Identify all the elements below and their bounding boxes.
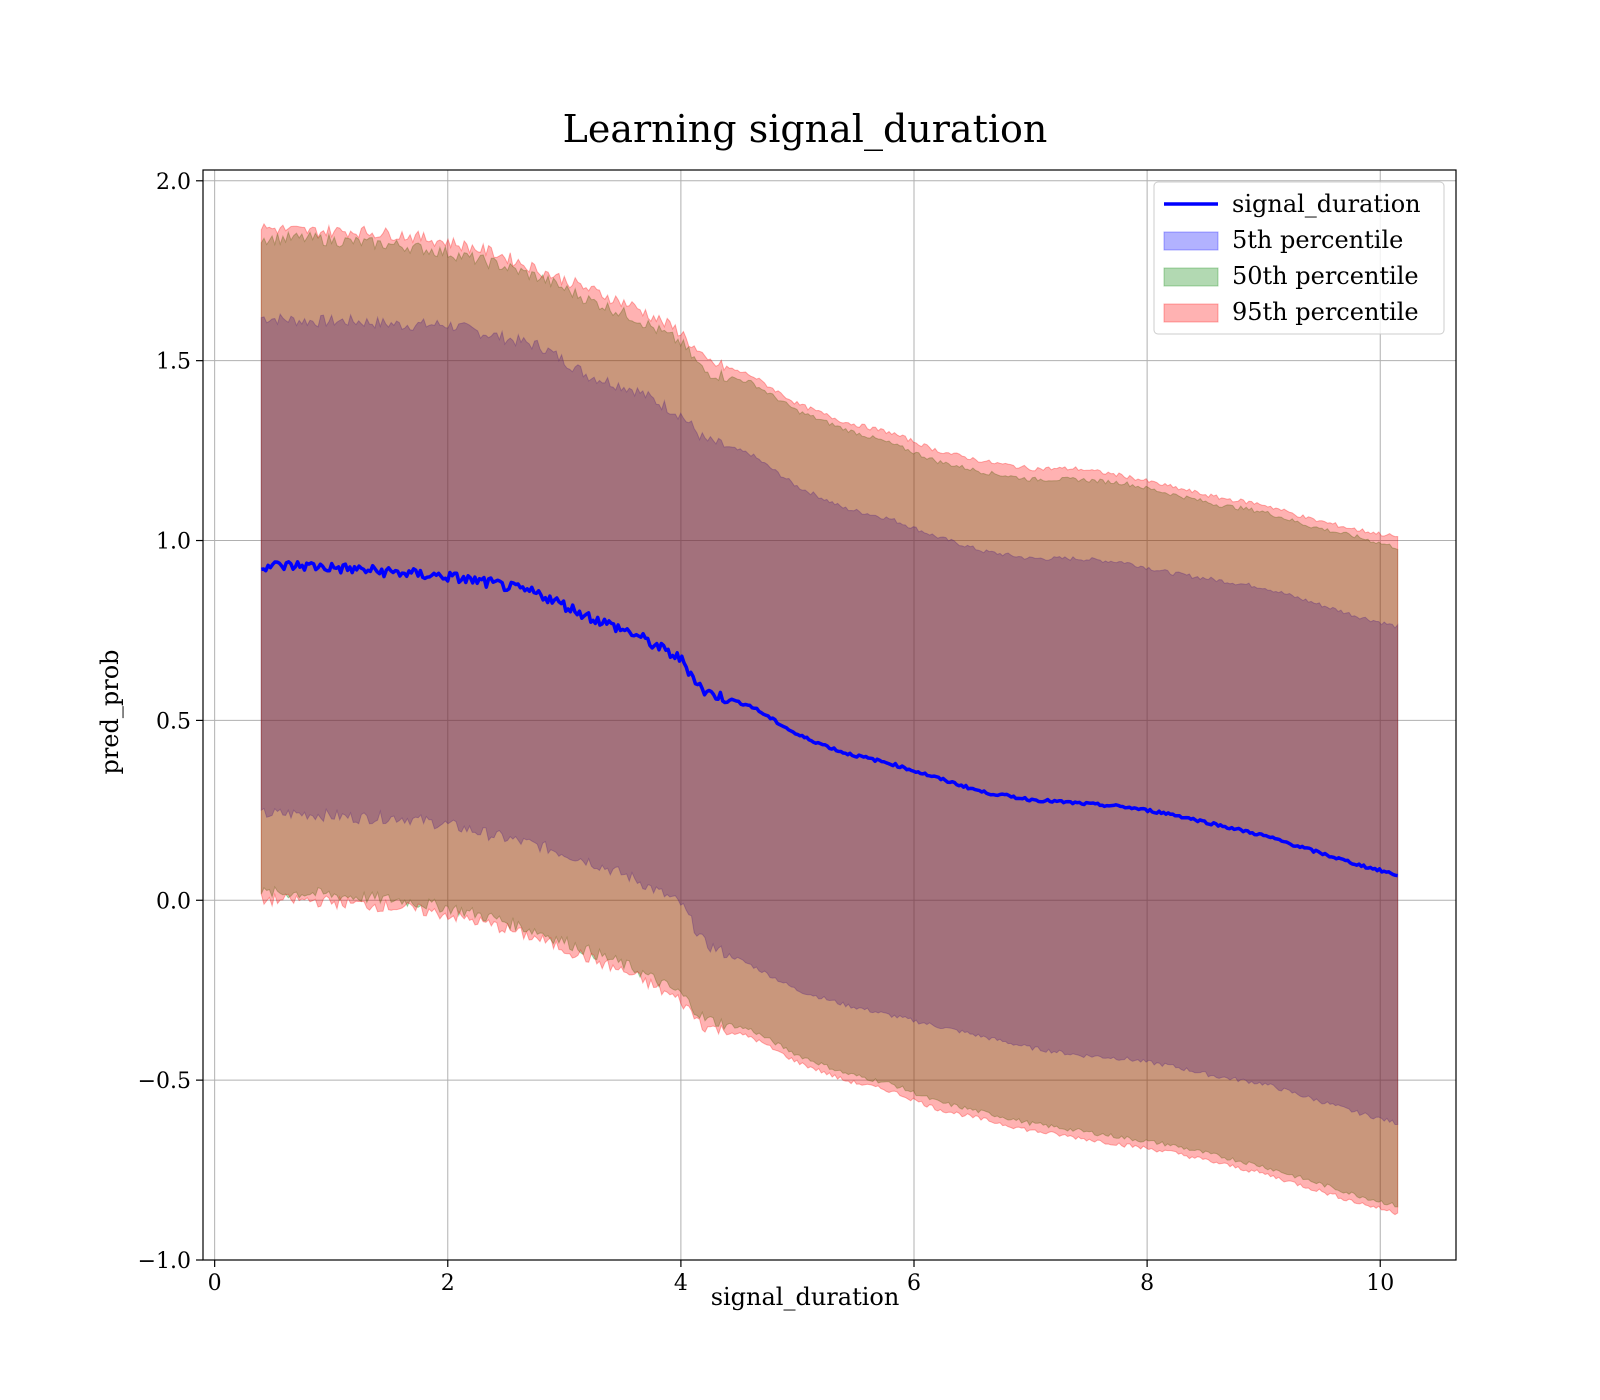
- x-axis-label: signal_duration: [711, 1283, 900, 1311]
- legend-label: 5th percentile: [1232, 226, 1403, 254]
- series-line-signal-duration: [261, 560, 1398, 878]
- plot-frame: [202, 169, 1457, 1261]
- y-tick-label: 1.0: [156, 530, 191, 555]
- y-axis-label: pred_prob: [96, 649, 124, 774]
- legend-swatch-patch: [1163, 231, 1219, 251]
- y-tick-label: 2.0: [156, 170, 191, 195]
- legend-swatch-patch: [1163, 267, 1219, 287]
- y-tick-label: −0.5: [138, 1069, 191, 1094]
- legend-label: signal_duration: [1232, 190, 1421, 218]
- x-tick-label: 4: [674, 1271, 688, 1296]
- band-95th-percentile: [260, 222, 1399, 1216]
- x-tick-label: 10: [1366, 1271, 1394, 1296]
- x-tick-label: 6: [907, 1271, 921, 1296]
- chart-title: Learning signal_duration: [563, 107, 1048, 152]
- x-tick-label: 8: [1140, 1271, 1154, 1296]
- band-5th-percentile: [260, 313, 1399, 1125]
- y-tick-label: −1.0: [138, 1249, 191, 1274]
- x-tick-label: 2: [441, 1271, 455, 1296]
- legend-box: [1153, 181, 1445, 335]
- legend-swatch-patch: [1163, 303, 1219, 323]
- plot-area: 0 2 4 6 8 10 −1.0 −0.5 0.0 0.5 1.0 1.5 2.0: [138, 169, 1457, 1296]
- y-tick-label: 0.5: [156, 709, 191, 734]
- band-50th-percentile: [260, 230, 1399, 1208]
- legend-label: 50th percentile: [1232, 262, 1419, 290]
- y-tick-label: 1.5: [156, 350, 191, 375]
- legend-label: 95th percentile: [1232, 298, 1419, 326]
- y-tick-label: 0.0: [156, 889, 191, 914]
- x-tick-label: 0: [208, 1271, 222, 1296]
- legend: signal_duration 5th percentile 50th percen…: [1153, 181, 1445, 335]
